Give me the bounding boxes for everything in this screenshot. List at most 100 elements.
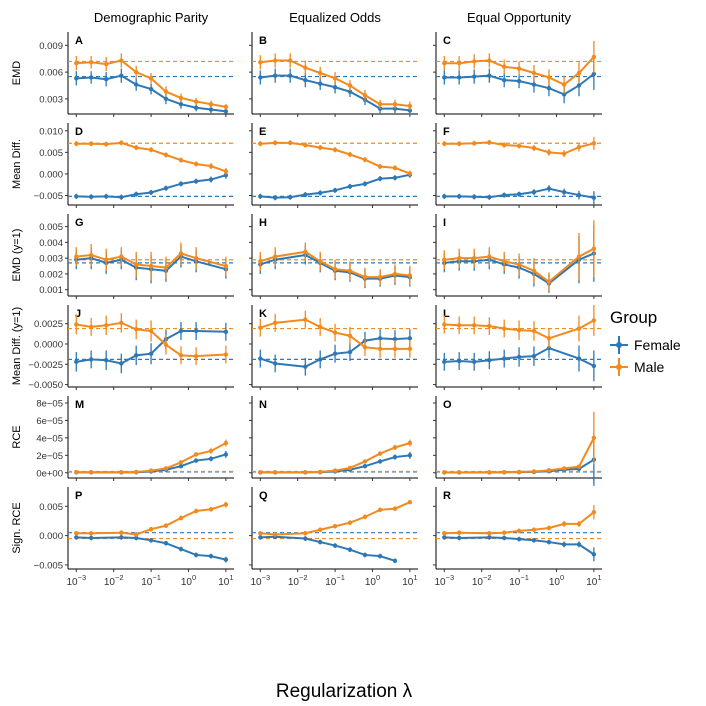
data-point-male	[546, 336, 552, 341]
row-label-mean-diff-y-1: Mean Diff. (y=1)	[11, 307, 23, 385]
series-line-male	[76, 252, 227, 269]
data-point-male	[456, 530, 462, 535]
data-point-male	[377, 451, 383, 456]
data-point-male	[287, 140, 293, 146]
data-point-male	[208, 448, 214, 454]
data-point-male	[487, 254, 492, 259]
data-point-female	[272, 361, 278, 366]
panel-letter: J	[75, 308, 81, 320]
data-point-female	[74, 535, 79, 540]
series-line-male	[444, 437, 595, 474]
x-tick-exponent: −3	[78, 573, 87, 582]
data-point-male	[332, 330, 338, 335]
data-point-female	[163, 96, 169, 102]
x-tick-base: 10	[325, 577, 337, 588]
series-line-female	[259, 337, 410, 368]
y-tick-label: 0.000	[39, 531, 63, 542]
data-point-male	[471, 141, 477, 146]
data-point-female	[502, 77, 507, 83]
data-point-female	[591, 363, 597, 369]
x-tick-exponent: −2	[115, 573, 124, 582]
data-point-female	[178, 464, 184, 469]
y-tick-label: −0.005	[34, 191, 63, 202]
y-tick-label: 0.000	[39, 169, 63, 180]
data-point-male	[546, 150, 552, 155]
panel-letter: A	[75, 35, 83, 47]
data-point-male	[88, 252, 94, 258]
data-point-male	[392, 101, 398, 107]
y-tick-label: 0.005	[39, 502, 63, 513]
data-point-female	[502, 192, 507, 198]
data-point-female	[561, 92, 567, 97]
data-point-female	[332, 85, 338, 90]
data-point-male	[531, 469, 537, 474]
data-point-female	[223, 109, 229, 114]
data-point-male	[272, 532, 278, 537]
data-point-female	[377, 553, 383, 559]
data-point-female	[193, 458, 199, 463]
y-tick-label: 0.0000	[34, 339, 63, 350]
series-line-female	[76, 329, 226, 365]
y-tick-label: −0.005	[34, 560, 63, 571]
data-point-female	[88, 75, 94, 80]
data-point-male	[561, 151, 567, 156]
column-header-equalized-odds: Equalized Odds	[289, 10, 381, 25]
legend: Group Female Male	[610, 308, 706, 378]
data-point-female	[561, 189, 567, 195]
data-point-female	[471, 194, 477, 199]
data-point-male	[392, 271, 398, 277]
panel-m: 0e+00 2e−05 4e−05 6e−05 8e−05 M	[36, 396, 234, 481]
data-point-female	[193, 328, 199, 334]
data-point-female	[407, 336, 413, 341]
data-point-male	[456, 470, 462, 475]
data-point-female	[148, 190, 154, 195]
x-tick-label: 10−2	[472, 573, 492, 588]
panel-letter: O	[443, 399, 452, 411]
panel-n: N	[249, 396, 418, 481]
data-point-female	[576, 192, 582, 198]
series-line-male	[260, 501, 411, 536]
panel-letter: G	[75, 217, 84, 229]
x-tick-exponent: −2	[483, 573, 492, 582]
x-tick-exponent: 1	[413, 573, 417, 582]
legend-title: Group	[610, 308, 658, 327]
data-point-male	[74, 254, 79, 259]
x-tick-label: 10−3	[66, 573, 86, 588]
legend-key-female	[610, 336, 628, 354]
x-tick-exponent: −1	[520, 573, 529, 582]
data-point-female	[318, 539, 323, 545]
data-point-male	[303, 531, 308, 536]
data-point-female	[392, 558, 398, 563]
data-point-male	[134, 532, 139, 537]
data-point-female	[347, 89, 353, 94]
data-point-female	[456, 358, 462, 364]
data-point-male	[591, 141, 597, 146]
data-point-male	[287, 58, 293, 63]
data-point-male	[223, 502, 229, 507]
x-tick-label: 10−2	[288, 573, 308, 588]
data-point-male	[134, 262, 139, 267]
data-point-male	[362, 514, 368, 520]
x-tick-label: 101	[402, 573, 417, 588]
data-point-male	[502, 469, 507, 475]
data-point-male	[134, 145, 139, 150]
series-line-female	[444, 346, 595, 367]
data-point-female	[148, 86, 154, 92]
y-tick-label: 8e−05	[36, 398, 63, 409]
x-tick-exponent: 0	[192, 573, 196, 582]
data-point-male	[119, 58, 124, 63]
y-tick-label: 0.002	[39, 269, 63, 280]
data-point-male	[531, 145, 537, 151]
data-point-female	[148, 538, 154, 543]
data-point-male	[377, 507, 383, 513]
data-point-male	[119, 470, 124, 475]
data-point-male	[456, 255, 462, 261]
row-label-mean-diff: Mean Diff.	[11, 139, 23, 189]
data-point-male	[332, 524, 338, 529]
data-point-female	[223, 329, 229, 334]
data-point-male	[272, 254, 278, 259]
data-point-male	[487, 58, 492, 63]
legend-label-female: Female	[634, 337, 681, 353]
data-point-male	[148, 328, 154, 334]
